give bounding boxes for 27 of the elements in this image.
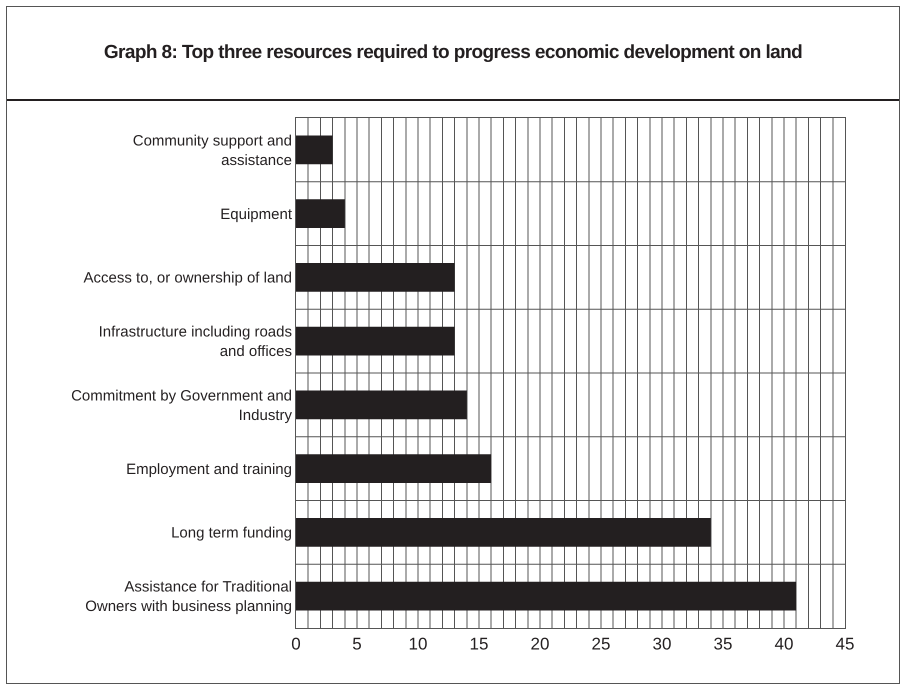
x-tick-label: 10 [408, 634, 428, 654]
y-tick-label: Assistance for Traditional Owners with business planning [85, 578, 292, 616]
y-tick-label: Commitment by Government and Industry [71, 387, 292, 424]
bar [296, 454, 492, 483]
bar [296, 199, 345, 228]
bar [296, 263, 455, 292]
y-tick-label: Community support and assistance [132, 132, 292, 169]
x-tick-label: 35 [714, 634, 732, 654]
chart-title: Graph 8: Top three resources required to progress economic development on land [7, 7, 899, 101]
bar [296, 326, 455, 356]
x-tick-label: 30 [652, 634, 672, 654]
x-tick-label: 25 [592, 634, 610, 654]
y-tick-label: Employment and training [126, 460, 292, 478]
bar [296, 582, 796, 610]
x-tick-label: 20 [530, 634, 550, 654]
y-tick-label: Access to, or ownership of land [84, 270, 292, 287]
x-tick-label: 40 [774, 634, 794, 654]
y-tick-label: Long term funding [171, 524, 292, 542]
y-tick-label: Equipment [220, 206, 293, 223]
bar [296, 136, 333, 164]
bar [296, 390, 467, 420]
bar [296, 518, 711, 547]
x-tick-label: 5 [352, 634, 362, 654]
y-tick-label: Infrastructure including roads and offices [98, 324, 292, 360]
x-tick-label: 45 [836, 634, 854, 654]
x-tick-label: 0 [291, 634, 301, 654]
x-tick-label: 15 [470, 634, 488, 654]
